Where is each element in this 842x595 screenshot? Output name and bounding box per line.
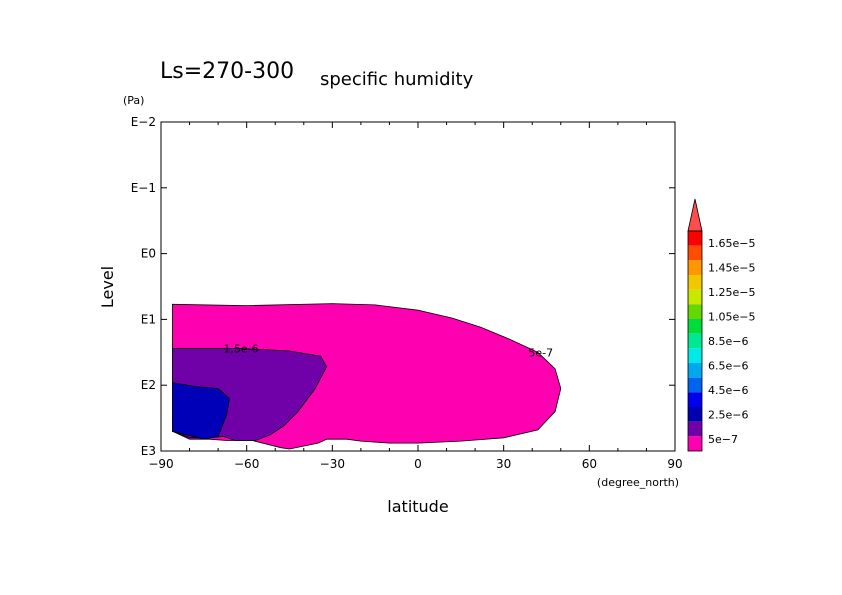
contour-label: 1.5e-6: [223, 342, 258, 355]
colorbar-label: 1.45e−5: [708, 262, 755, 275]
colorbar-label: 5e−7: [708, 433, 738, 446]
colorbar-label: 1.25e−5: [708, 286, 755, 299]
x-axis-units: (degree_north): [597, 476, 679, 489]
x-axis-label: latitude: [387, 497, 448, 516]
x-tick-label: 90: [667, 457, 682, 471]
colorbar-swatch: [688, 348, 702, 363]
y-tick-label: E3: [141, 444, 156, 458]
contour-labels: 1.5e-6 5e-7: [223, 342, 553, 359]
colorbar-swatch: [688, 363, 702, 378]
colorbar-swatch: [688, 275, 702, 290]
colorbar-label: 8.5e−6: [708, 335, 748, 348]
colorbar-swatch: [688, 304, 702, 319]
colorbar-swatch: [688, 436, 702, 451]
colorbar-frame: [687, 230, 703, 452]
colorbar-swatch: [688, 377, 702, 393]
x-tick-label: −90: [148, 457, 173, 471]
colorbar-swatch: [688, 245, 702, 261]
colorbar-swatch: [688, 231, 702, 246]
y-axis-units: (Pa): [123, 94, 144, 107]
y-tick-label: E−2: [131, 115, 156, 129]
colorbar-label: 1.65e−5: [708, 237, 755, 250]
colorbar: 1.65e−5 1.45e−5 1.25e−5 1.05e−5 8.5e−6 6.5e−6…: [687, 198, 755, 452]
x-tick-label: −30: [320, 457, 345, 471]
y-axis-label: Level: [98, 266, 117, 308]
colorbar-swatch: [688, 319, 702, 334]
y-ticks: E−2 E−1 E0 E1 E2 E3: [131, 115, 675, 458]
y-tick-label: E2: [141, 378, 156, 392]
colorbar-label: 4.5e−6: [708, 384, 748, 397]
y-tick-label: E1: [141, 312, 156, 326]
colorbar-label: 2.5e−6: [708, 408, 748, 421]
chart-subtitle: specific humidity: [320, 69, 474, 90]
contour-region-2: [171, 382, 230, 440]
x-tick-label: 60: [582, 457, 597, 471]
colorbar-swatch: [688, 260, 702, 275]
colorbar-swatch: [688, 333, 702, 349]
x-tick-label: 0: [414, 457, 422, 471]
colorbar-label: 1.05e−5: [708, 311, 755, 324]
x-tick-label: 30: [496, 457, 511, 471]
colorbar-swatch: [688, 421, 702, 437]
x-tick-label: −60: [234, 457, 259, 471]
chart-title: Ls=270-300: [160, 59, 294, 84]
colorbar-overflow-triangle: [687, 198, 703, 232]
contour-label: 5e-7: [528, 346, 553, 359]
plot-area: −90 −60 −30 0 30 60 90 E−2 E−1 E0 E1 E2 E3 1.5e-6 5e…: [131, 115, 683, 471]
colorbar-swatch: [688, 392, 702, 407]
colorbar-swatch: [688, 289, 702, 305]
x-ticks: −90 −60 −30 0 30 60 90: [148, 122, 683, 471]
colorbar-swatch: [688, 407, 702, 422]
contour-regions: [171, 303, 562, 450]
y-tick-label: E−1: [131, 181, 156, 195]
y-tick-label: E0: [141, 247, 156, 261]
colorbar-label: 6.5e−6: [708, 359, 748, 372]
